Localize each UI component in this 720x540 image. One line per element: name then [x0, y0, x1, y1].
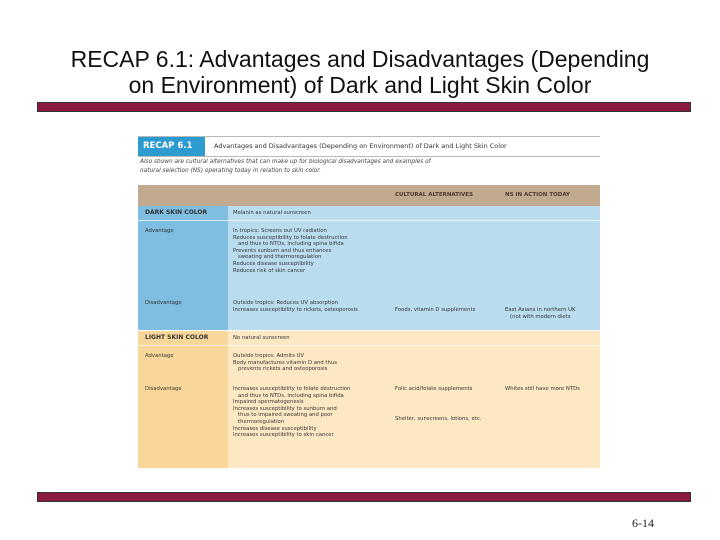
- light-skin-label: LIGHT SKIN COLOR: [145, 334, 209, 341]
- light-disadvantage-label: Disadvantage: [145, 386, 182, 392]
- dark-skin-summary: Melanin as natural sunscreen: [233, 210, 311, 216]
- slide-title-line-1: RECAP 6.1: Advantages and Disadvantages …: [70, 46, 650, 72]
- dark-advantage-item: Reduces disease susceptibility: [233, 260, 314, 267]
- figure-header: RECAP 6.1 Advantages and Disadvantages (…: [138, 136, 600, 157]
- light-disadvantage-item: Increases susceptibility to skin cancer: [233, 432, 334, 439]
- light-advantage-item: Outside tropics: Admits UV: [233, 353, 305, 359]
- light-disadvantage-item: thermoregulation: [233, 418, 285, 425]
- dark-disadvantage-list: Outside tropics: Reduces UV absorption I…: [233, 300, 358, 313]
- slide-title-line-2: on Environment) of Dark and Light Skin C…: [128, 72, 592, 98]
- column-header-row: CULTURAL ALTERNATIVES NS IN ACTION TODAY: [138, 185, 600, 206]
- dark-advantage-item: and thus to NTDs, including spina bifida: [233, 241, 344, 248]
- light-disadvantage-item: Increases susceptibility to folate destr…: [233, 386, 351, 392]
- dark-disadvantage-label: Disadvantage: [145, 300, 182, 306]
- dark-disadvantage-item: Outside tropics: Reduces UV absorption: [233, 300, 339, 306]
- light-disadvantage-item: Increases susceptibility to sunburn and: [233, 405, 337, 412]
- bottom-divider-bar: [37, 492, 691, 502]
- dark-ns-line-1: East Asians in northern UK: [505, 307, 576, 313]
- dark-advantage-label: Advantage: [145, 228, 174, 234]
- page-number: 6-14: [632, 516, 654, 530]
- dark-cultural-alternative: Foods, vitamin D supplements: [395, 307, 476, 313]
- slide-title: RECAP 6.1: Advantages and Disadvantages …: [20, 46, 700, 98]
- column-header-ns: NS IN ACTION TODAY: [505, 192, 571, 198]
- light-disadvantage-item: and thus to NTDs, including spina bifida: [233, 392, 344, 399]
- light-disadvantage-item: thus to impaired sweating and poor: [233, 412, 333, 419]
- dark-skin-label: DARK SKIN COLOR: [145, 209, 208, 216]
- recap-figure: RECAP 6.1 Advantages and Disadvantages (…: [138, 136, 600, 468]
- dark-advantage-item: Prevents sunburn and thus enhances: [233, 247, 332, 254]
- dark-ns-line-2: (not with modern diets: [505, 314, 571, 320]
- dark-advantage-list: In tropics: Screens out UV radiation Red…: [233, 228, 348, 274]
- light-advantage-item: Body manufactures vitamin D and thus: [233, 359, 337, 366]
- light-advantage-item: prevents rickets and osteoporosis: [233, 366, 328, 373]
- column-header-cultural: CULTURAL ALTERNATIVES: [395, 192, 474, 198]
- light-cultural-alternative-2: Shelter, sunscreens, lotions, etc.: [395, 416, 482, 422]
- light-skin-section: LIGHT SKIN COLOR No natural sunscreen Ad…: [138, 331, 600, 468]
- light-disadvantage-list: Increases susceptibility to folate destr…: [233, 386, 350, 439]
- light-skin-divider: [138, 345, 600, 346]
- light-ns-in-action: Whites still have more NTDs: [505, 386, 580, 392]
- dark-skin-section: DARK SKIN COLOR Melanin as natural sunsc…: [138, 206, 600, 330]
- light-disadvantage-item: Impaired spermatogenesis: [233, 399, 304, 406]
- light-disadvantage-item: Increases disease susceptibility: [233, 425, 317, 432]
- dark-advantage-item: Reduces susceptibility to folate destruc…: [233, 234, 348, 241]
- dark-skin-divider: [138, 220, 600, 221]
- light-cultural-alternative-1: Folic acid/folate supplements: [395, 386, 473, 392]
- top-divider-bar: [37, 102, 691, 112]
- figure-note-line-2: natural selection (NS) operating today i…: [140, 168, 321, 174]
- dark-advantage-item: sweating and thermoregulation: [233, 254, 322, 261]
- figure-note-line-1: Also shown are cultural alternatives tha…: [140, 159, 431, 165]
- dark-advantage-item: In tropics: Screens out UV radiation: [233, 228, 327, 234]
- dark-disadvantage-item: Increases susceptibility to rickets, ost…: [233, 306, 358, 313]
- figure-note: Also shown are cultural alternatives tha…: [140, 158, 500, 176]
- dark-skin-label-column: [138, 206, 228, 330]
- figure-tag: RECAP 6.1: [138, 137, 205, 156]
- light-advantage-label: Advantage: [145, 353, 174, 359]
- light-skin-summary: No natural sunscreen: [233, 335, 290, 341]
- light-skin-label-column: [138, 331, 228, 468]
- dark-advantage-item: Reduces risk of skin cancer: [233, 267, 306, 274]
- light-advantage-list: Outside tropics: Admits UV Body manufact…: [233, 353, 337, 373]
- figure-caption: Advantages and Disadvantages (Depending …: [214, 142, 507, 150]
